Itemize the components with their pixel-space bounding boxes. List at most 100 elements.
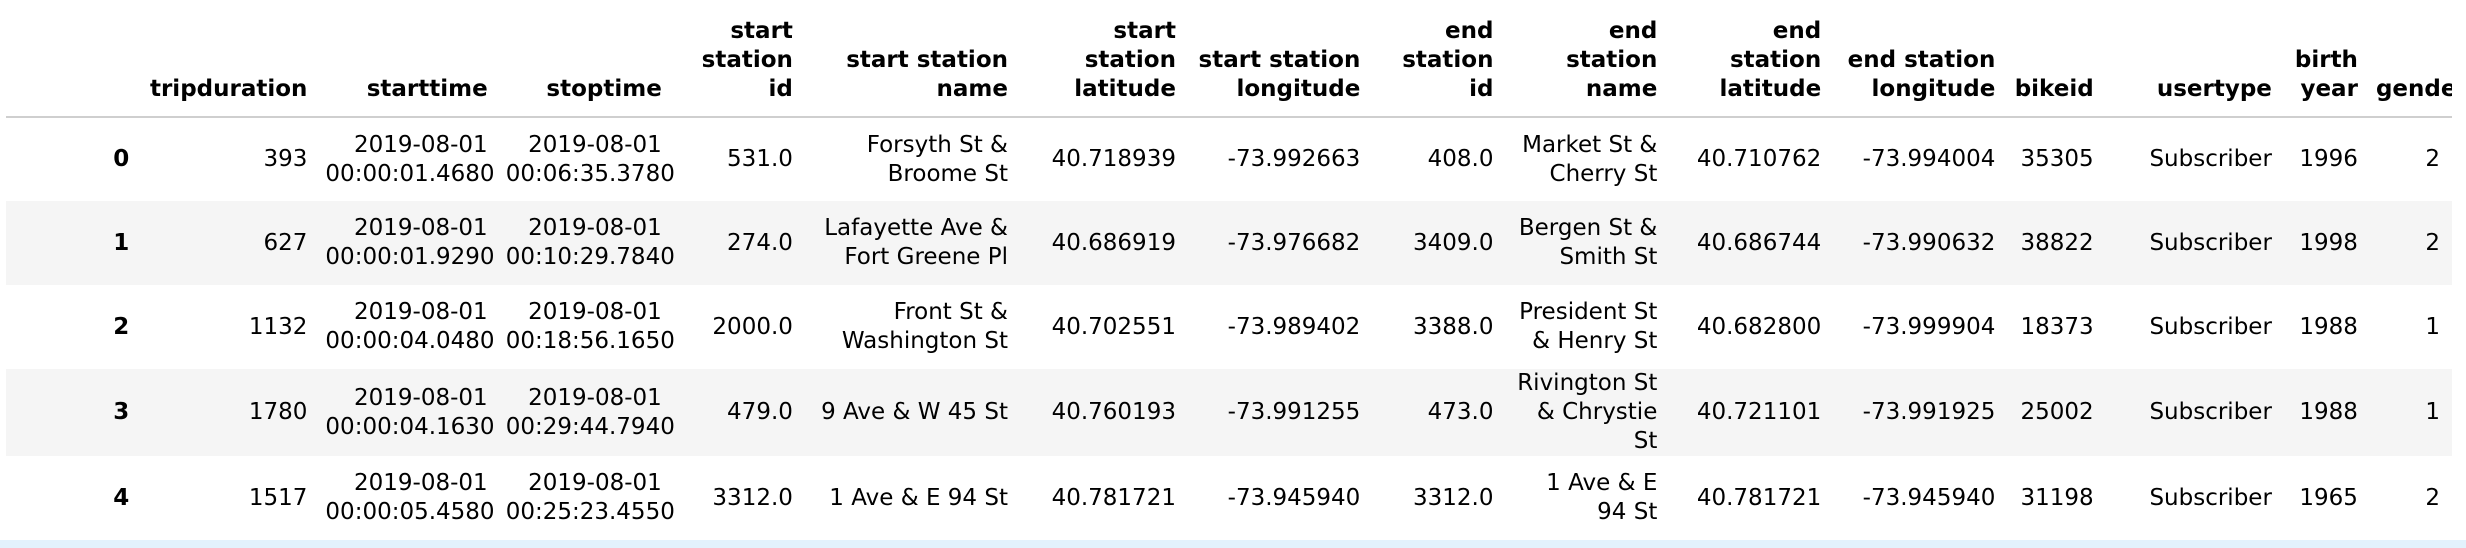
table-cell: Subscriber (2149, 313, 2272, 340)
table-cell: 274.0 (727, 229, 793, 256)
table-cell: Rivington St & Chrystie St (1517, 370, 1658, 454)
table-cell: 1517 (248, 484, 308, 511)
table-cell: Forsyth St & Broome St (866, 131, 1008, 187)
row-index: 1 (113, 229, 130, 256)
table-row: 0 393 2019-08-01 00:00:01.4680 2019-08-0… (6, 117, 2452, 201)
dataframe-table: tripduration starttime stoptime start st… (6, 6, 2452, 540)
column-header: start station name (804, 6, 1020, 118)
table-cell: 40.682800 (1696, 313, 1822, 340)
table-cell: Subscriber (2149, 484, 2272, 511)
table-cell: 1 (2425, 399, 2440, 425)
table-cell: 25002 (2020, 399, 2094, 425)
table-cell: 2 (2425, 229, 2440, 256)
table-cell: 2019-08-01 00:00:04.0480 (325, 299, 495, 354)
table-row: 3 1780 2019-08-01 00:00:04.1630 2019-08-… (6, 369, 2452, 456)
table-body: 0 393 2019-08-01 00:00:01.4680 2019-08-0… (6, 117, 2452, 540)
table-cell: Market St & Cherry St (1522, 131, 1658, 187)
column-header: gender (2369, 6, 2452, 118)
table-cell: -73.991925 (1862, 399, 1996, 425)
table-cell: 2019-08-01 00:29:44.7940 (505, 384, 674, 440)
table-cell: -73.991255 (1227, 399, 1361, 425)
table-cell: -73.994004 (1862, 146, 1996, 172)
column-header: end station id (1372, 6, 1506, 118)
table-cell: 9 Ave & W 45 St (821, 399, 1008, 425)
column-header: bikeid (2007, 6, 2106, 118)
table-cell: Front St & Washington St (841, 299, 1008, 354)
table-cell: 531.0 (727, 146, 793, 172)
header-row: tripduration starttime stoptime start st… (6, 6, 2452, 118)
table-cell: -73.976682 (1227, 229, 1361, 256)
table-cell: 2019-08-01 00:00:04.1630 (325, 384, 495, 440)
table-cell: 38822 (2020, 229, 2094, 256)
table-cell: Lafayette Ave & Fort Greene Pl (824, 215, 1008, 270)
column-header: start station id (673, 6, 805, 118)
table-cell: -73.990632 (1862, 229, 1996, 256)
table-cell: 40.710762 (1696, 146, 1822, 172)
table-cell: -73.999904 (1862, 313, 1996, 340)
column-header: birth year (2283, 6, 2370, 118)
table-cell: 3409.0 (1413, 229, 1494, 256)
table-cell: 2019-08-01 00:10:29.7840 (505, 215, 674, 270)
table-cell: 627 (263, 229, 308, 256)
table-row: 4 1517 2019-08-01 00:00:05.4580 2019-08-… (6, 456, 2452, 540)
table-cell: 408.0 (1427, 146, 1494, 172)
table-cell: 1998 (2299, 229, 2358, 256)
column-header: usertype (2105, 6, 2284, 118)
column-header: end station latitude (1669, 6, 1834, 118)
table-cell: 2019-08-01 00:00:01.9290 (325, 215, 495, 270)
table-cell: President St & Henry St (1519, 299, 1658, 354)
row-index: 3 (113, 399, 130, 425)
table-cell: 31198 (2020, 484, 2094, 511)
table-cell: 2019-08-01 00:00:01.4680 (325, 131, 495, 187)
column-header: starttime (319, 6, 500, 118)
table-cell: 3312.0 (712, 484, 793, 511)
table-cell: 40.781721 (1051, 484, 1176, 511)
column-header: tripduration (141, 6, 320, 118)
table-cell: Subscriber (2149, 229, 2272, 256)
table-cell: 18373 (2020, 313, 2094, 340)
table-cell: 1965 (2299, 484, 2358, 511)
column-header: start station latitude (1020, 6, 1188, 118)
table-row: 1 627 2019-08-01 00:00:01.9290 2019-08-0… (6, 201, 2452, 285)
row-index: 2 (113, 313, 130, 340)
table-cell: 1 (2425, 313, 2440, 340)
table-cell: 2019-08-01 00:00:05.4580 (325, 470, 495, 525)
table-cell: -73.992663 (1227, 146, 1361, 172)
table-cell: 40.702551 (1051, 313, 1176, 340)
table-cell: 2019-08-01 00:25:23.4550 (505, 470, 674, 525)
table-row: 2 1132 2019-08-01 00:00:04.0480 2019-08-… (6, 285, 2452, 369)
table-cell: 40.760193 (1051, 399, 1176, 425)
table-cell: 40.781721 (1696, 484, 1822, 511)
row-index: 4 (113, 484, 130, 511)
table-cell: 1988 (2299, 399, 2358, 425)
table-cell: 2019-08-01 00:18:56.1650 (505, 299, 674, 354)
cell-selection-strip (0, 540, 2466, 548)
table-cell: Subscriber (2149, 399, 2272, 425)
table-cell: 40.721101 (1696, 399, 1822, 425)
table-cell: 1 Ave & E 94 St (1546, 470, 1658, 525)
table-cell: 2 (2425, 146, 2440, 172)
table-cell: 393 (263, 146, 308, 172)
table-cell: Subscriber (2149, 146, 2272, 172)
table-cell: 1996 (2299, 146, 2358, 172)
table-cell: 479.0 (727, 399, 793, 425)
table-cell: 1132 (248, 313, 308, 340)
table-cell: Bergen St & Smith St (1518, 215, 1658, 270)
table-cell: 1780 (248, 399, 308, 425)
table-cell: 2019-08-01 00:06:35.3780 (505, 131, 674, 187)
table-cell: 40.686919 (1051, 229, 1176, 256)
table-cell: 3312.0 (1413, 484, 1494, 511)
table-cell: 40.686744 (1696, 229, 1822, 256)
table-cell: -73.945940 (1862, 484, 1996, 511)
table-cell: -73.945940 (1227, 484, 1361, 511)
table-cell: -73.989402 (1227, 313, 1361, 340)
table-cell: 1 Ave & E 94 St (829, 484, 1008, 511)
table-cell: 473.0 (1427, 399, 1494, 425)
table-header: tripduration starttime stoptime start st… (6, 6, 2452, 118)
column-header: stoptime (499, 6, 674, 118)
index-header (6, 6, 142, 118)
table-cell: 1988 (2299, 313, 2358, 340)
table-cell: 2000.0 (712, 313, 793, 340)
column-header: start station longitude (1187, 6, 1373, 118)
table-cell: 40.718939 (1051, 146, 1176, 172)
